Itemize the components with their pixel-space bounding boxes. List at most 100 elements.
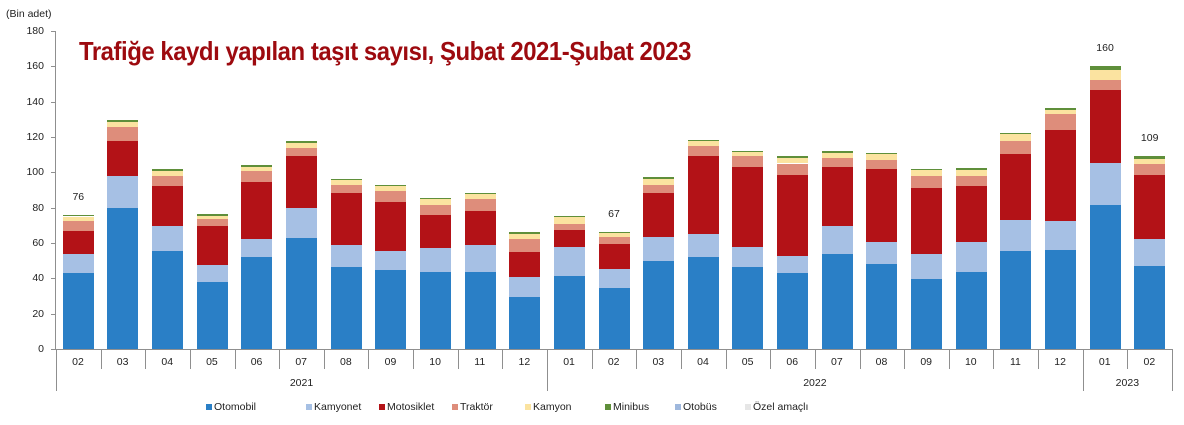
bar-segment-otomobil	[598, 288, 630, 349]
x-tick-separator	[323, 349, 325, 369]
bar-segment-kamyon	[643, 178, 675, 185]
bar-segment-kamyonet	[330, 244, 362, 267]
y-tick-label: 60	[32, 237, 44, 249]
bar-stack	[419, 0, 451, 425]
bar-segment-kamyon	[464, 194, 496, 199]
bar-segment-trakt-r	[419, 205, 451, 215]
bar-segment-motosiklet	[1044, 129, 1076, 221]
bar-segment-trakt-r	[330, 184, 362, 193]
bar-stack	[464, 0, 496, 425]
bar-segment-kamyon	[777, 158, 809, 164]
x-tick-separator	[1127, 349, 1129, 369]
legend-item: Kamyon	[525, 401, 605, 413]
bar-segment-motosiklet	[464, 211, 496, 245]
x-tick-separator	[368, 349, 370, 369]
bar-segment-otomobil	[152, 250, 184, 349]
bar-segment-minibus	[509, 232, 541, 235]
total-annotation: 160	[1096, 42, 1114, 55]
x-tick-separator	[145, 349, 147, 369]
x-tick-label: 02	[1143, 356, 1156, 368]
bar-segment-minibus	[1044, 107, 1076, 110]
x-tick-label: 06	[250, 356, 263, 368]
bar-segment-trakt-r	[241, 171, 273, 183]
bar-segment-kamyonet	[286, 207, 318, 238]
bar-segment-motosiklet	[910, 188, 942, 254]
bar-segment-kamyon	[62, 216, 94, 221]
legend-item: Kamyonet	[306, 401, 379, 413]
bar-segment-kamyonet	[1044, 220, 1076, 251]
legend-swatch-icon	[206, 404, 212, 410]
bar-segment-kamyonet	[1000, 220, 1032, 251]
bar-stack	[777, 0, 809, 425]
x-axis-line	[55, 349, 1172, 350]
bar-segment-kamyon	[196, 215, 228, 220]
bar-segment-trakt-r	[62, 220, 94, 231]
bar-segment-motosiklet	[241, 182, 273, 239]
bar-segment-otomobil	[732, 266, 764, 349]
bar-segment-trakt-r	[1000, 140, 1032, 154]
bar-segment-kamyonet	[419, 248, 451, 273]
total-annotation: 67	[608, 207, 620, 220]
x-tick-separator	[814, 349, 816, 369]
bar-segment-motosiklet	[777, 174, 809, 257]
x-tick-separator	[189, 349, 191, 369]
bar-segment-otomobil	[910, 279, 942, 349]
bar-segment-minibus	[821, 151, 853, 153]
bar-segment-kamyon	[553, 217, 585, 224]
bar-segment-kamyonet	[196, 265, 228, 282]
bar-stack	[152, 0, 184, 425]
bar-segment-kamyon	[241, 167, 273, 172]
x-tick-separator	[457, 349, 459, 369]
bar-stack	[241, 0, 273, 425]
bar-segment-motosiklet	[375, 202, 407, 251]
bar-stack	[553, 0, 585, 425]
bar-segment-minibus	[107, 120, 139, 122]
bar-segment-otomobil	[509, 296, 541, 349]
x-tick-separator	[770, 349, 772, 369]
x-tick-separator	[680, 349, 682, 369]
y-tick-mark	[51, 313, 55, 315]
bar-segment-trakt-r	[598, 236, 630, 244]
bar-segment-motosiklet	[419, 214, 451, 249]
legend-label: Otomobil	[214, 401, 257, 413]
x-tick-separator	[725, 349, 727, 369]
bar-segment-minibus	[643, 176, 675, 179]
bar-segment-trakt-r	[509, 239, 541, 252]
bar-segment-otomobil	[1044, 250, 1076, 349]
bar-segment-kamyon	[375, 186, 407, 191]
bar-segment-otomobil	[375, 270, 407, 349]
bar-stack	[821, 0, 853, 425]
legend-swatch-icon	[306, 404, 312, 410]
bar-segment-kamyon	[866, 153, 898, 160]
bar-segment-motosiklet	[821, 167, 853, 227]
bar-segment-motosiklet	[509, 251, 541, 277]
bar-segment-kamyonet	[62, 253, 94, 274]
bar-segment-trakt-r	[1089, 79, 1121, 91]
y-tick-mark	[51, 31, 55, 32]
bar-segment-otomobil	[553, 275, 585, 349]
x-tick-separator	[413, 349, 415, 369]
bar-stack	[196, 0, 228, 425]
y-tick-mark	[51, 101, 55, 103]
bar-segment-kamyon	[598, 233, 630, 237]
bar-segment-motosiklet	[866, 168, 898, 243]
x-tick-label: 06	[786, 356, 799, 368]
bar-segment-kamyonet	[107, 175, 139, 208]
x-tick-label: 02	[72, 356, 84, 368]
bar-segment-kamyon	[152, 170, 184, 176]
bar-segment-minibus	[1134, 156, 1166, 160]
bar-segment-kamyonet	[777, 256, 809, 274]
total-annotation: 76	[72, 190, 85, 203]
bar-segment-motosiklet	[1134, 174, 1166, 240]
bar-segment-kamyonet	[1134, 239, 1166, 266]
bar-segment-motosiklet	[687, 156, 719, 235]
bar-segment-kamyon	[687, 141, 719, 146]
legend-swatch-icon	[675, 404, 681, 410]
bar-segment-kamyon	[1089, 69, 1121, 80]
legend-label: Otobüs	[683, 401, 717, 413]
bar-segment-kamyon	[419, 198, 451, 205]
legend: Otomobil Kamyonet Motosiklet Traktör Kamyon M…	[206, 401, 835, 413]
legend-item: Traktör	[452, 401, 525, 413]
bar-segment-kamyon	[107, 121, 139, 128]
bar-segment-otomobil	[777, 273, 809, 349]
